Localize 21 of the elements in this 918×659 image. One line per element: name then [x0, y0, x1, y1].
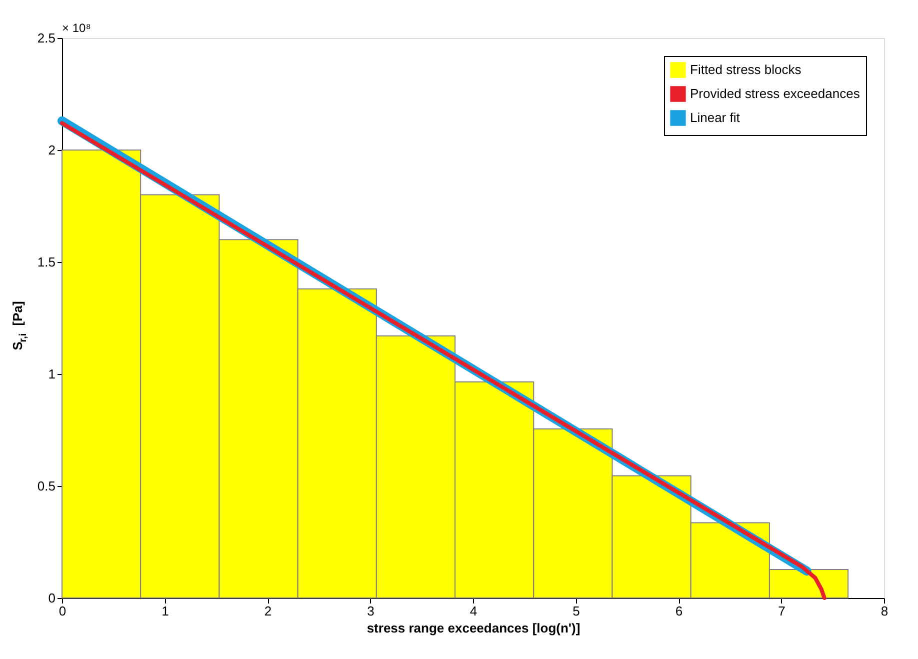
x-tick-label: 0 [58, 604, 66, 618]
x-tick-label: 7 [778, 604, 786, 618]
y-tick-label: 2 [48, 142, 56, 158]
x-tick-label: 8 [880, 604, 888, 618]
y-tick-label: 0 [48, 590, 56, 606]
legend-label: Linear fit [690, 110, 740, 125]
x-tick-label: 4 [470, 604, 478, 618]
y-tick-label: 1.5 [37, 254, 56, 270]
legend-label: Fitted stress blocks [690, 62, 802, 77]
y-tick-label: 1 [48, 366, 56, 382]
x-tick-label: 3 [367, 604, 374, 618]
x-tick-label: 5 [572, 604, 580, 618]
x-axis-title: stress range exceedances [log(n')] [366, 620, 580, 636]
x-tick-label: 6 [675, 604, 683, 618]
y-tick-label: 2.5 [37, 30, 56, 46]
text: × 10⁸ [62, 21, 91, 35]
y-axis-title: Sr,i [Pa] [10, 301, 29, 350]
x-tick-label: 1 [162, 604, 169, 618]
x-tick-label: 2 [264, 604, 272, 618]
legend-label: Provided stress exceedances [690, 86, 860, 101]
y-tick-label: 0.5 [37, 478, 56, 494]
